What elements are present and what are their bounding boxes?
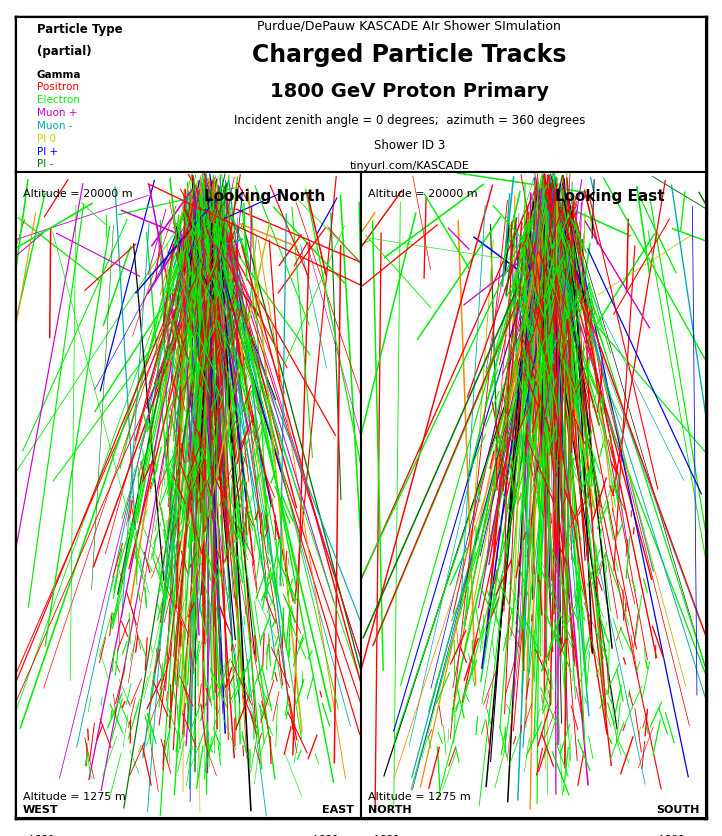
Text: PI -: PI - [37, 160, 53, 169]
Text: -4681 m: -4681 m [368, 833, 414, 836]
Text: Purdue/DePauw KASCADE AIr Shower SImulation: Purdue/DePauw KASCADE AIr Shower SImulat… [257, 20, 561, 33]
Text: EAST: EAST [322, 804, 354, 814]
Text: Proton: Proton [37, 172, 70, 182]
Text: Looking North: Looking North [204, 189, 325, 204]
Text: Gamma: Gamma [37, 69, 81, 79]
Text: Shower ID 3: Shower ID 3 [374, 139, 445, 152]
Text: Muon -: Muon - [37, 120, 72, 130]
Text: Electron: Electron [37, 95, 79, 105]
Text: Charged Particle Tracks: Charged Particle Tracks [252, 43, 567, 67]
Text: 4681 m: 4681 m [656, 833, 699, 836]
Text: -4681 m: -4681 m [23, 833, 69, 836]
Text: Muon +: Muon + [37, 108, 77, 118]
Text: Altitude = 1275 m: Altitude = 1275 m [23, 792, 126, 802]
Text: 4681 m: 4681 m [311, 833, 354, 836]
Text: WEST: WEST [23, 804, 58, 814]
Text: NORTH: NORTH [368, 804, 412, 814]
Text: (partial): (partial) [37, 44, 91, 58]
Text: 1800 GeV Proton Primary: 1800 GeV Proton Primary [270, 82, 549, 101]
Text: Looking East: Looking East [554, 189, 664, 204]
Text: Incident zenith angle = 0 degrees;  azimuth = 360 degrees: Incident zenith angle = 0 degrees; azimu… [234, 115, 585, 127]
Text: Particle Type: Particle Type [37, 23, 122, 36]
Text: Altitude = 1275 m: Altitude = 1275 m [368, 792, 471, 802]
Text: Positron: Positron [37, 82, 79, 92]
Text: tinyurl.com/KASCADE: tinyurl.com/KASCADE [349, 161, 469, 171]
Text: Altitude = 20000 m: Altitude = 20000 m [23, 189, 132, 199]
Text: PI 0: PI 0 [37, 134, 56, 144]
Text: Altitude = 20000 m: Altitude = 20000 m [368, 189, 477, 199]
Text: PI +: PI + [37, 146, 58, 156]
Text: SOUTH: SOUTH [656, 804, 699, 814]
